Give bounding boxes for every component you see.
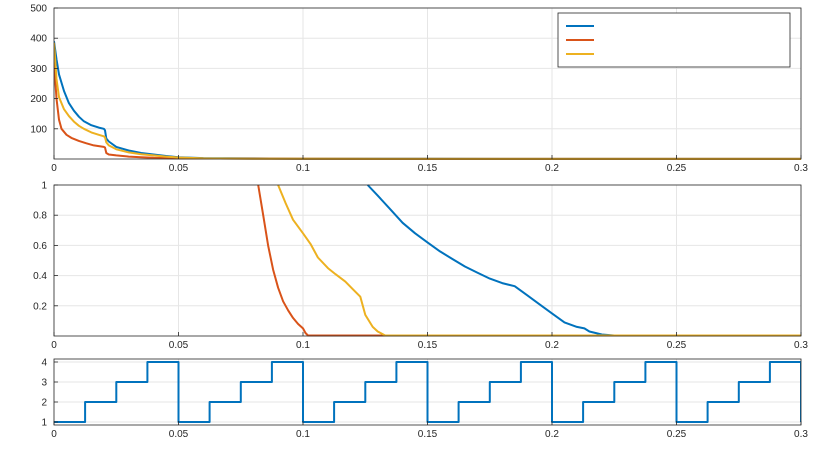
top-xtick-label-5: 0.25 [667, 163, 687, 174]
bottom-xtick-label-3: 0.15 [418, 429, 438, 440]
bottom-xtick-label-1: 0.05 [169, 429, 189, 440]
middle-xtick-label-3: 0.15 [418, 340, 438, 351]
middle-xtick-label-5: 0.25 [667, 340, 687, 351]
middle-series-1-line [366, 184, 801, 337]
bottom-xtick-label-4: 0.2 [545, 429, 559, 440]
bottom-xtick-label-2: 0.1 [296, 429, 310, 440]
top-xtick-label-6: 0.3 [794, 163, 808, 174]
middle-xtick-label-4: 0.2 [545, 340, 559, 351]
top-ytick-label-1: 200 [30, 94, 47, 105]
middle-ytick-label-4: 1 [41, 181, 47, 192]
middle-series-2-line [257, 184, 801, 337]
middle-ytick-label-1: 0.4 [33, 271, 47, 282]
bottom-step-panel: 0 0.05 0.1 0.15 0.2 0.25 0.3 1 2 3 4 [41, 358, 808, 441]
middle-xtick-label-0: 0 [51, 340, 57, 351]
middle-xtick-label-1: 0.05 [169, 340, 189, 351]
middle-ytick-label-0: 0.2 [33, 301, 47, 312]
top-xtick-label-2: 0.1 [296, 163, 310, 174]
middle-error-panel: 0 0.05 0.1 0.15 0.2 0.25 0.3 0.2 0.4 0.6 0.8 1 [33, 181, 808, 352]
top-xtick-label-1: 0.05 [169, 163, 189, 174]
top-xtick-label-4: 0.2 [545, 163, 559, 174]
top-series-2-line [54, 62, 801, 160]
bottom-xtick-label-5: 0.25 [667, 429, 687, 440]
bottom-ytick-label-2: 3 [41, 378, 47, 389]
top-legend-box [557, 12, 791, 68]
bottom-xtick-label-6: 0.3 [794, 429, 808, 440]
top-loss-panel: 0 0.05 0.1 0.15 0.2 0.25 0.3 100 200 300 400 500 [30, 4, 808, 175]
top-xtick-label-0: 0 [51, 163, 57, 174]
bottom-ytick-label-0: 1 [41, 418, 47, 429]
top-xtick-label-3: 0.15 [418, 163, 438, 174]
middle-ytick-label-3: 0.8 [33, 211, 47, 222]
middle-xtick-label-6: 0.3 [794, 340, 808, 351]
top-ytick-label-0: 100 [30, 124, 47, 135]
bottom-ytick-label-3: 4 [41, 358, 47, 369]
middle-series-3-line [277, 184, 801, 337]
middle-xtick-label-2: 0.1 [296, 340, 310, 351]
middle-ytick-label-2: 0.6 [33, 241, 47, 252]
bottom-ytick-label-1: 2 [41, 398, 47, 409]
bottom-xtick-label-0: 0 [51, 429, 57, 440]
top-ytick-label-3: 400 [30, 34, 47, 45]
top-ytick-label-4: 500 [30, 4, 47, 15]
top-ytick-label-2: 300 [30, 64, 47, 75]
